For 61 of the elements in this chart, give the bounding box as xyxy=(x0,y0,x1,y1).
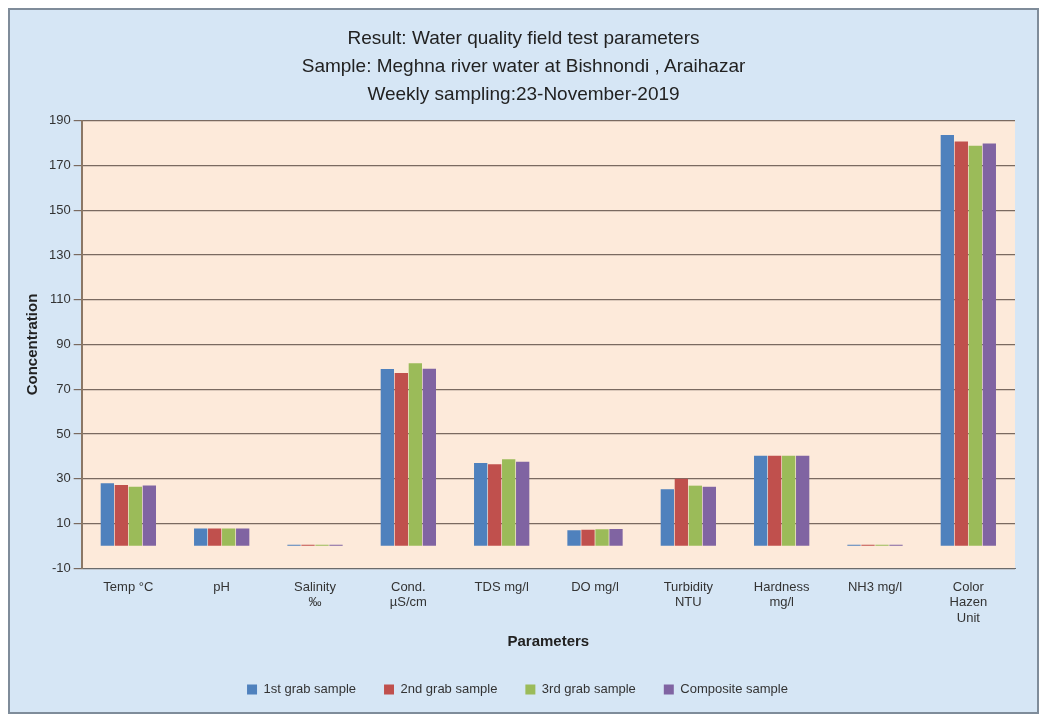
bar xyxy=(394,372,408,546)
bar xyxy=(142,485,157,546)
bar xyxy=(954,141,968,546)
bar xyxy=(968,145,982,546)
y-tick-label: 10 xyxy=(56,515,71,531)
x-tick-label: Hardness mg/l xyxy=(753,578,810,610)
y-tick-label: 130 xyxy=(48,246,71,262)
bar xyxy=(488,464,502,546)
bar xyxy=(380,369,394,546)
y-tick-label: 150 xyxy=(48,201,71,217)
y-axis-title: Concentration xyxy=(23,293,41,396)
legend-label: Composite sample xyxy=(680,681,788,697)
bar xyxy=(236,528,250,546)
bar xyxy=(796,455,810,546)
x-tick-label: Cond. µS/cm xyxy=(389,578,427,610)
y-tick-label: 90 xyxy=(56,336,71,352)
bar xyxy=(567,530,581,546)
bar xyxy=(702,486,716,546)
legend-label: 3rd grab sample xyxy=(541,681,636,697)
chart-title: Result: Water quality field test parameters xyxy=(347,27,700,48)
bar xyxy=(208,528,222,546)
bar xyxy=(581,529,595,546)
bar xyxy=(688,485,702,546)
x-tick-label: Salinity ‰ xyxy=(294,578,337,610)
y-tick-label: 170 xyxy=(48,157,71,173)
bar xyxy=(674,478,688,546)
bar xyxy=(595,529,609,546)
bar xyxy=(128,486,143,546)
bar xyxy=(194,528,208,546)
bar xyxy=(114,484,129,546)
y-tick-label: -10 xyxy=(51,559,71,575)
y-tick-label: 110 xyxy=(49,291,71,307)
legend-label: 2nd grab sample xyxy=(400,681,498,697)
x-tick-label: Temp °C xyxy=(103,578,154,594)
x-tick-label: NH3 mg/l xyxy=(847,578,903,594)
bar xyxy=(754,455,768,546)
bar xyxy=(782,455,796,546)
y-tick-label: 50 xyxy=(56,425,71,441)
bar xyxy=(516,461,530,546)
x-tick-label: pH xyxy=(213,578,230,594)
bar xyxy=(100,483,115,546)
x-tick-label: DO mg/l xyxy=(571,578,619,594)
chart-subtitle: Sample: Meghna river water at Bishnondi , Araihazar Weekly sampling:23-November-2019 xyxy=(301,55,746,104)
bar xyxy=(408,363,422,546)
x-tick-label: TDS mg/l xyxy=(474,578,529,594)
bar xyxy=(768,455,782,546)
bar xyxy=(422,368,436,546)
legend-label: 1st grab sample xyxy=(263,681,357,697)
x-axis-title: Parameters xyxy=(507,632,590,650)
y-tick-label: 190 xyxy=(48,112,71,128)
bar xyxy=(660,489,674,546)
bar xyxy=(982,143,996,546)
y-tick-label: 70 xyxy=(56,380,71,396)
bar xyxy=(474,463,488,546)
bar xyxy=(222,528,236,546)
x-tick-label: Turbidity NTU xyxy=(663,578,714,610)
x-tick-label: Color Hazen Unit xyxy=(949,578,988,625)
bar xyxy=(502,459,516,546)
bar xyxy=(609,529,623,546)
y-tick-label: 30 xyxy=(56,470,71,486)
bar xyxy=(940,134,954,546)
